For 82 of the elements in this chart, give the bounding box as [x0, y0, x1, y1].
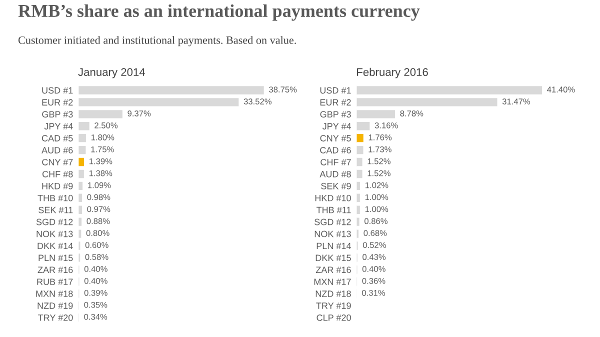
y-tick-label: ZAR #16: [38, 266, 73, 274]
data-label: 0.40%: [84, 278, 108, 284]
y-tick-label: TRY #19: [316, 302, 351, 309]
data-label: 0.36%: [362, 278, 386, 284]
data-label: 1.76%: [368, 134, 392, 140]
y-tick-label: HKD #9: [42, 182, 73, 190]
data-label: 38.75%: [269, 86, 297, 92]
y-tick-label: JPY #4: [322, 123, 352, 130]
y-tick-label: EUR #2: [320, 99, 351, 106]
data-label: 1.75%: [91, 146, 114, 152]
y-tick-label: PLN #15: [38, 254, 73, 262]
y-tick-label: AUD #6: [42, 147, 73, 154]
data-label: 0.40%: [84, 266, 108, 272]
chart-title: January 2014: [78, 68, 146, 78]
y-tick-label: CAD #5: [42, 135, 73, 142]
data-label: 1.52%: [368, 170, 390, 176]
data-label: 0.98%: [87, 194, 110, 200]
y-tick-label: TRY #20: [38, 314, 73, 321]
data-label: 0.40%: [362, 266, 386, 272]
y-tick-label: CLP #20: [316, 314, 351, 321]
y-tick-label: GBP #3: [320, 111, 351, 118]
y-tick-label: THB #11: [316, 206, 351, 214]
y-tick-label: NZD #18: [316, 290, 351, 297]
chart-title: February 2016: [357, 68, 428, 78]
data-label: 0.39%: [84, 290, 108, 296]
data-label: 1.38%: [89, 170, 112, 176]
y-tick-label: ZAR #16: [316, 266, 351, 274]
data-label: 0.86%: [364, 218, 388, 224]
y-tick-label: MXN #17: [314, 278, 351, 285]
y-tick-label: NOK #13: [314, 230, 351, 238]
data-label: 0.97%: [87, 206, 110, 212]
y-tick-label: CAD #6: [320, 147, 351, 154]
data-label: 0.43%: [362, 254, 386, 260]
data-label: 8.78%: [400, 110, 424, 116]
y-tick-label: HKD #10: [315, 194, 351, 202]
y-tick-label: CNY #5: [320, 135, 351, 142]
y-tick-label: THB #10: [38, 194, 73, 202]
data-label: 41.40%: [547, 86, 575, 92]
y-tick-label: CHF #8: [42, 170, 73, 178]
y-tick-label: USD #1: [320, 87, 351, 94]
text: RMB’s share as an international payments currency: [18, 4, 420, 21]
data-label: 1.09%: [88, 182, 111, 188]
y-tick-label: SEK #11: [38, 206, 73, 214]
y-tick-label: CNY #7: [42, 158, 73, 166]
data-label: 0.35%: [84, 302, 108, 308]
y-tick-label: NZD #19: [38, 302, 73, 309]
data-label: 9.37%: [128, 110, 151, 116]
y-tick-label: DKK #14: [38, 242, 73, 250]
y-tick-label: SGD #12: [36, 218, 73, 226]
data-label: 0.80%: [86, 230, 110, 236]
data-label: 31.47%: [502, 98, 530, 104]
text: Customer initiated and institutional payments. Based on value.: [18, 36, 296, 46]
data-label: 1.80%: [91, 134, 114, 140]
data-label: 1.00%: [365, 206, 388, 212]
y-tick-label: JPY #4: [44, 123, 73, 130]
data-label: 1.00%: [365, 194, 388, 200]
y-tick-label: PLN #14: [316, 242, 352, 250]
y-tick-label: SEK #9: [321, 182, 351, 190]
y-tick-label: MXN #18: [36, 290, 73, 297]
y-tick-label: CHF #7: [320, 158, 351, 166]
data-label: 1.39%: [89, 158, 112, 164]
data-label: 33.52%: [244, 98, 272, 104]
data-label: 0.31%: [362, 290, 386, 296]
y-tick-label: NOK #13: [36, 230, 73, 238]
y-tick-label: GBP #3: [42, 111, 73, 118]
y-tick-label: RUB #17: [37, 278, 73, 286]
data-label: 1.73%: [368, 146, 392, 152]
y-tick-label: AUD #8: [320, 170, 351, 178]
data-label: 0.58%: [85, 254, 108, 260]
y-tick-label: USD #1: [42, 87, 73, 94]
data-label: 3.16%: [374, 122, 398, 128]
data-label: 0.60%: [85, 242, 108, 248]
data-label: 1.52%: [368, 158, 390, 164]
data-label: 1.02%: [366, 182, 388, 188]
data-label: 0.68%: [364, 230, 387, 236]
y-tick-label: EUR #2: [42, 99, 73, 106]
data-label: 2.50%: [94, 122, 118, 128]
data-label: 0.88%: [86, 218, 110, 224]
y-tick-label: DKK #15: [316, 254, 351, 262]
data-label: 0.34%: [84, 314, 108, 320]
y-tick-label: SGD #12: [314, 218, 351, 226]
data-label: 0.52%: [362, 242, 386, 248]
